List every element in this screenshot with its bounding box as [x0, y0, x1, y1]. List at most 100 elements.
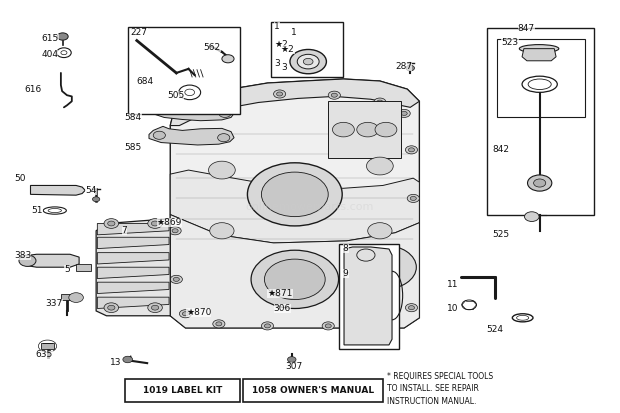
- Text: 616: 616: [24, 85, 42, 94]
- Text: * REQUIRES SPECIAL TOOLS
TO INSTALL. SEE REPAIR
INSTRUCTION MANUAL.: * REQUIRES SPECIAL TOOLS TO INSTALL. SEE…: [387, 372, 494, 406]
- Circle shape: [172, 229, 178, 233]
- Text: 585: 585: [125, 143, 142, 152]
- Bar: [61, 294, 73, 300]
- Text: 306: 306: [273, 304, 291, 313]
- Circle shape: [210, 223, 234, 239]
- Text: 50: 50: [14, 174, 25, 183]
- Circle shape: [218, 134, 230, 142]
- Circle shape: [331, 93, 337, 97]
- Bar: [339, 244, 399, 349]
- Bar: [497, 38, 585, 117]
- Polygon shape: [97, 267, 169, 278]
- Text: 635: 635: [35, 350, 53, 359]
- Polygon shape: [97, 223, 169, 235]
- Text: 584: 584: [125, 113, 142, 122]
- Circle shape: [192, 112, 198, 116]
- Circle shape: [153, 131, 166, 139]
- Text: 1: 1: [291, 28, 296, 37]
- Circle shape: [405, 304, 417, 312]
- Circle shape: [219, 109, 231, 117]
- Circle shape: [247, 163, 342, 226]
- Text: 9: 9: [343, 269, 348, 278]
- Text: 523: 523: [502, 38, 518, 47]
- Text: 1019 LABEL KIT: 1019 LABEL KIT: [143, 386, 222, 395]
- Circle shape: [173, 278, 179, 281]
- Text: ★869: ★869: [157, 218, 182, 227]
- Circle shape: [297, 55, 319, 69]
- Bar: [76, 264, 91, 271]
- Circle shape: [409, 306, 415, 310]
- Circle shape: [148, 218, 162, 228]
- Text: 524: 524: [486, 325, 503, 335]
- Circle shape: [528, 175, 552, 191]
- Polygon shape: [97, 253, 169, 264]
- Polygon shape: [30, 185, 85, 195]
- Circle shape: [332, 122, 355, 137]
- Circle shape: [179, 310, 192, 318]
- Circle shape: [407, 195, 419, 202]
- Polygon shape: [170, 215, 419, 328]
- Circle shape: [371, 318, 383, 326]
- Text: 383: 383: [14, 251, 32, 259]
- Text: 227: 227: [131, 28, 148, 37]
- Text: 1058 OWNER'S MANUAL: 1058 OWNER'S MANUAL: [252, 386, 374, 395]
- Polygon shape: [24, 254, 79, 267]
- Polygon shape: [522, 49, 556, 61]
- Text: ★2: ★2: [274, 40, 288, 49]
- Circle shape: [92, 197, 100, 202]
- Circle shape: [108, 221, 115, 226]
- Circle shape: [69, 293, 83, 302]
- Circle shape: [290, 50, 326, 74]
- Circle shape: [157, 80, 163, 84]
- Polygon shape: [97, 237, 169, 249]
- Bar: [42, 343, 53, 349]
- Circle shape: [409, 148, 415, 152]
- Circle shape: [322, 322, 334, 330]
- Circle shape: [213, 320, 225, 328]
- Circle shape: [225, 97, 237, 105]
- Circle shape: [208, 161, 235, 179]
- Circle shape: [151, 221, 159, 226]
- Circle shape: [251, 250, 339, 309]
- Text: 684: 684: [137, 76, 154, 85]
- Circle shape: [104, 218, 118, 228]
- Circle shape: [123, 356, 133, 363]
- Circle shape: [151, 305, 159, 310]
- Text: ★2: ★2: [281, 45, 294, 55]
- Polygon shape: [96, 218, 170, 316]
- Bar: [270, 22, 343, 77]
- Circle shape: [356, 122, 379, 137]
- Text: 54: 54: [85, 186, 97, 195]
- Circle shape: [170, 275, 182, 283]
- Text: 337: 337: [46, 299, 63, 308]
- Circle shape: [325, 324, 331, 328]
- Text: 11: 11: [446, 280, 458, 289]
- Text: 3: 3: [274, 59, 280, 68]
- Text: 8: 8: [343, 244, 348, 253]
- Bar: [125, 379, 240, 401]
- Circle shape: [264, 259, 325, 299]
- Text: 287: 287: [395, 62, 412, 71]
- Text: 10: 10: [446, 304, 458, 313]
- Circle shape: [104, 303, 118, 313]
- Circle shape: [148, 303, 162, 313]
- Polygon shape: [170, 79, 419, 126]
- Text: onlinemowerparts.com: onlinemowerparts.com: [246, 202, 374, 211]
- Bar: [487, 28, 594, 215]
- Circle shape: [273, 90, 286, 98]
- Text: 847: 847: [518, 24, 535, 33]
- Polygon shape: [152, 102, 234, 121]
- Circle shape: [410, 196, 417, 200]
- Circle shape: [188, 109, 201, 117]
- Text: 525: 525: [492, 230, 510, 239]
- Text: 562: 562: [203, 43, 221, 52]
- Bar: [328, 101, 401, 158]
- Text: 5: 5: [64, 265, 69, 274]
- Circle shape: [277, 92, 283, 96]
- Circle shape: [108, 305, 115, 310]
- Circle shape: [405, 146, 417, 154]
- Circle shape: [375, 122, 397, 137]
- Circle shape: [366, 157, 393, 175]
- Circle shape: [398, 109, 410, 117]
- Text: 1: 1: [274, 22, 280, 31]
